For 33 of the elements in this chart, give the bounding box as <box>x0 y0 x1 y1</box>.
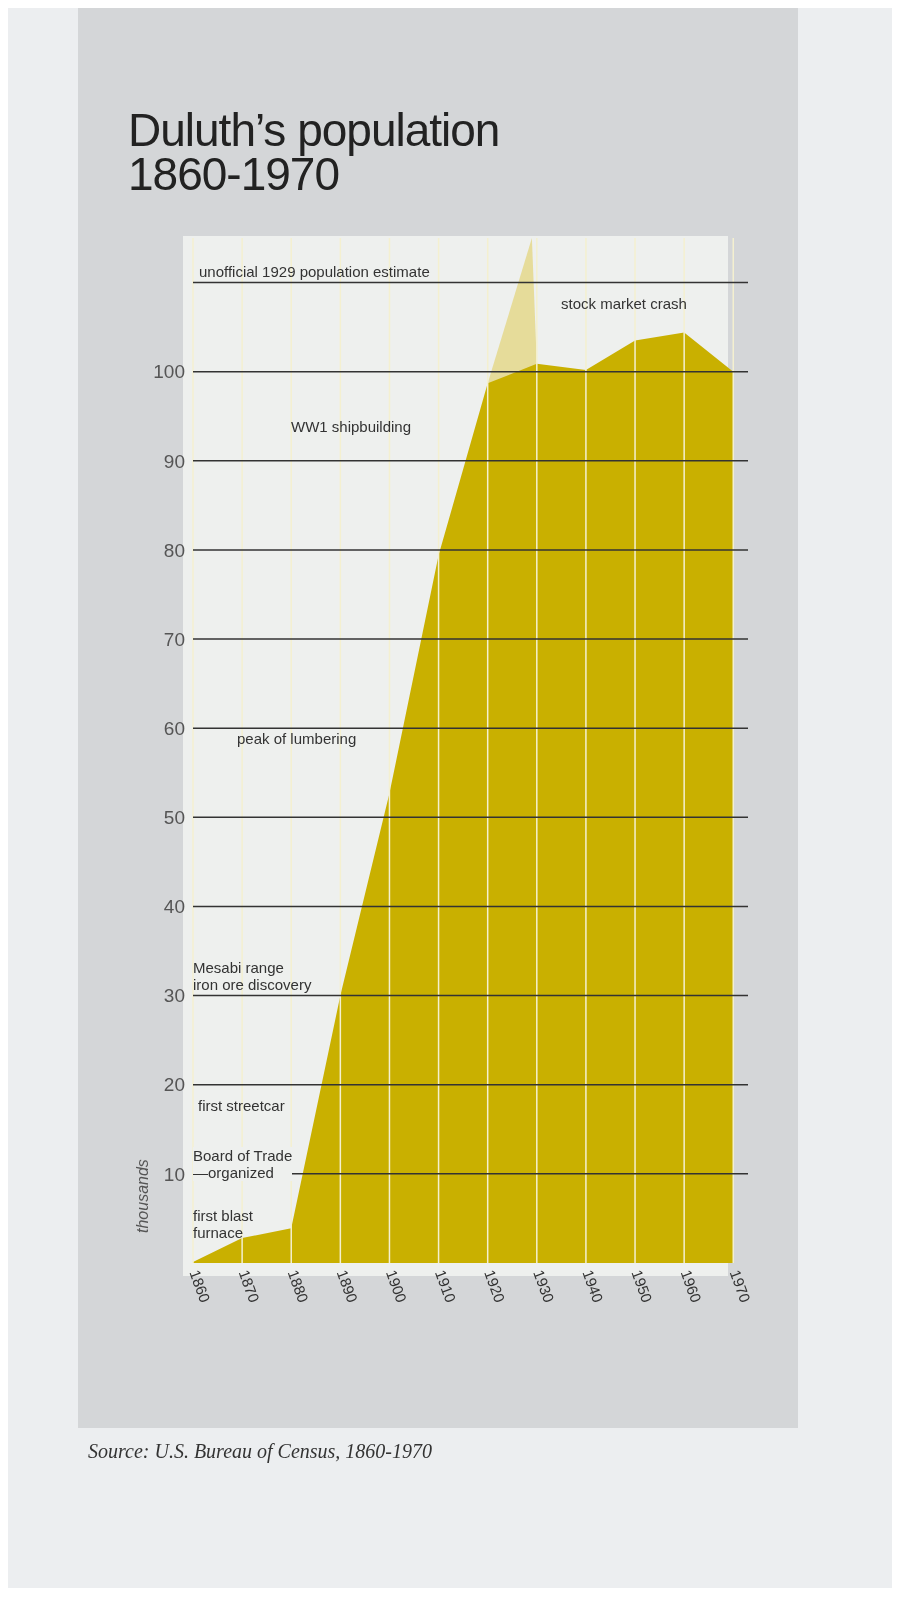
chart-title: Duluth’s population 1860-1970 <box>128 104 500 200</box>
y-tick-label: 90 <box>163 450 185 472</box>
x-tick-label: 1910 <box>432 1267 460 1305</box>
y-tick-label: 20 <box>163 1074 185 1096</box>
x-tick-label: 1940 <box>579 1267 607 1305</box>
x-tick-label: 1880 <box>284 1267 313 1305</box>
y-axis-title: thousands <box>134 1159 151 1233</box>
y-tick-label: 70 <box>163 628 185 650</box>
y-tick-label: 50 <box>163 807 185 829</box>
x-tick-label: 1870 <box>235 1267 263 1305</box>
x-tick-label: 1970 <box>726 1267 755 1305</box>
x-tick-label: 1930 <box>530 1267 558 1305</box>
x-tick-label: 1960 <box>677 1267 705 1305</box>
y-tick-label: 80 <box>163 539 185 561</box>
annotation: Mesabi range iron ore discovery <box>193 959 312 993</box>
x-tick-label: 1900 <box>382 1267 411 1305</box>
y-tick-label: 40 <box>163 896 185 918</box>
annotation: WW1 shipbuilding <box>291 418 412 435</box>
ref-line-label: unofficial 1929 population estimate <box>199 262 430 280</box>
y-tick-label: 100 <box>153 361 185 383</box>
x-tick-label: 1860 <box>186 1267 214 1305</box>
source-note: Source: U.S. Bureau of Census, 1860-1970 <box>88 1440 433 1463</box>
annotation: peak of lumbering <box>237 730 357 747</box>
annotation: first blast furnace <box>193 1207 254 1241</box>
y-tick-label: 10 <box>163 1163 185 1185</box>
y-tick-label: 60 <box>163 717 185 739</box>
annotation: stock market crash <box>561 295 687 312</box>
annotation: Board of Trade —organized <box>193 1147 293 1181</box>
y-tick-label: 30 <box>163 985 185 1007</box>
x-tick-label: 1950 <box>628 1267 656 1305</box>
x-tick-label: 1920 <box>481 1267 509 1305</box>
x-tick-label: 1890 <box>333 1267 362 1305</box>
annotation: first streetcar <box>198 1097 285 1114</box>
